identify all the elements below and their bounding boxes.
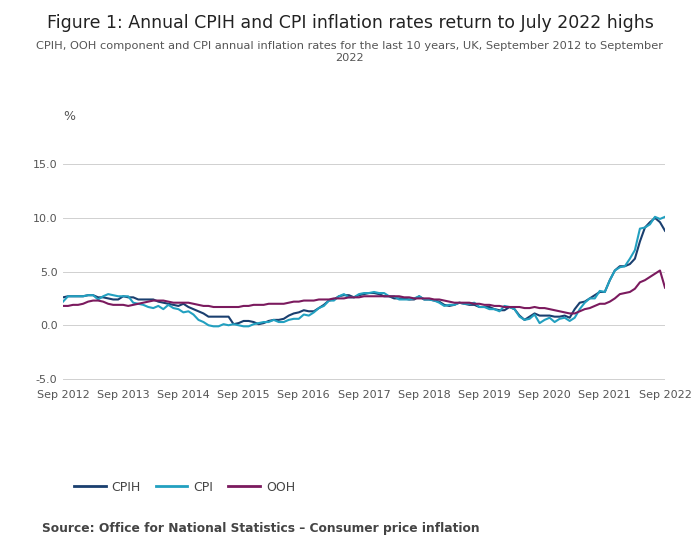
Text: Figure 1: Annual CPIH and CPI inflation rates return to July 2022 highs: Figure 1: Annual CPIH and CPI inflation … xyxy=(47,14,653,32)
Legend: CPIH, CPI, OOH: CPIH, CPI, OOH xyxy=(69,476,300,499)
Text: Source: Office for National Statistics – Consumer price inflation: Source: Office for National Statistics –… xyxy=(42,522,480,535)
Text: %: % xyxy=(63,110,75,124)
Text: CPIH, OOH component and CPI annual inflation rates for the last 10 years, UK, Se: CPIH, OOH component and CPI annual infla… xyxy=(36,41,664,63)
